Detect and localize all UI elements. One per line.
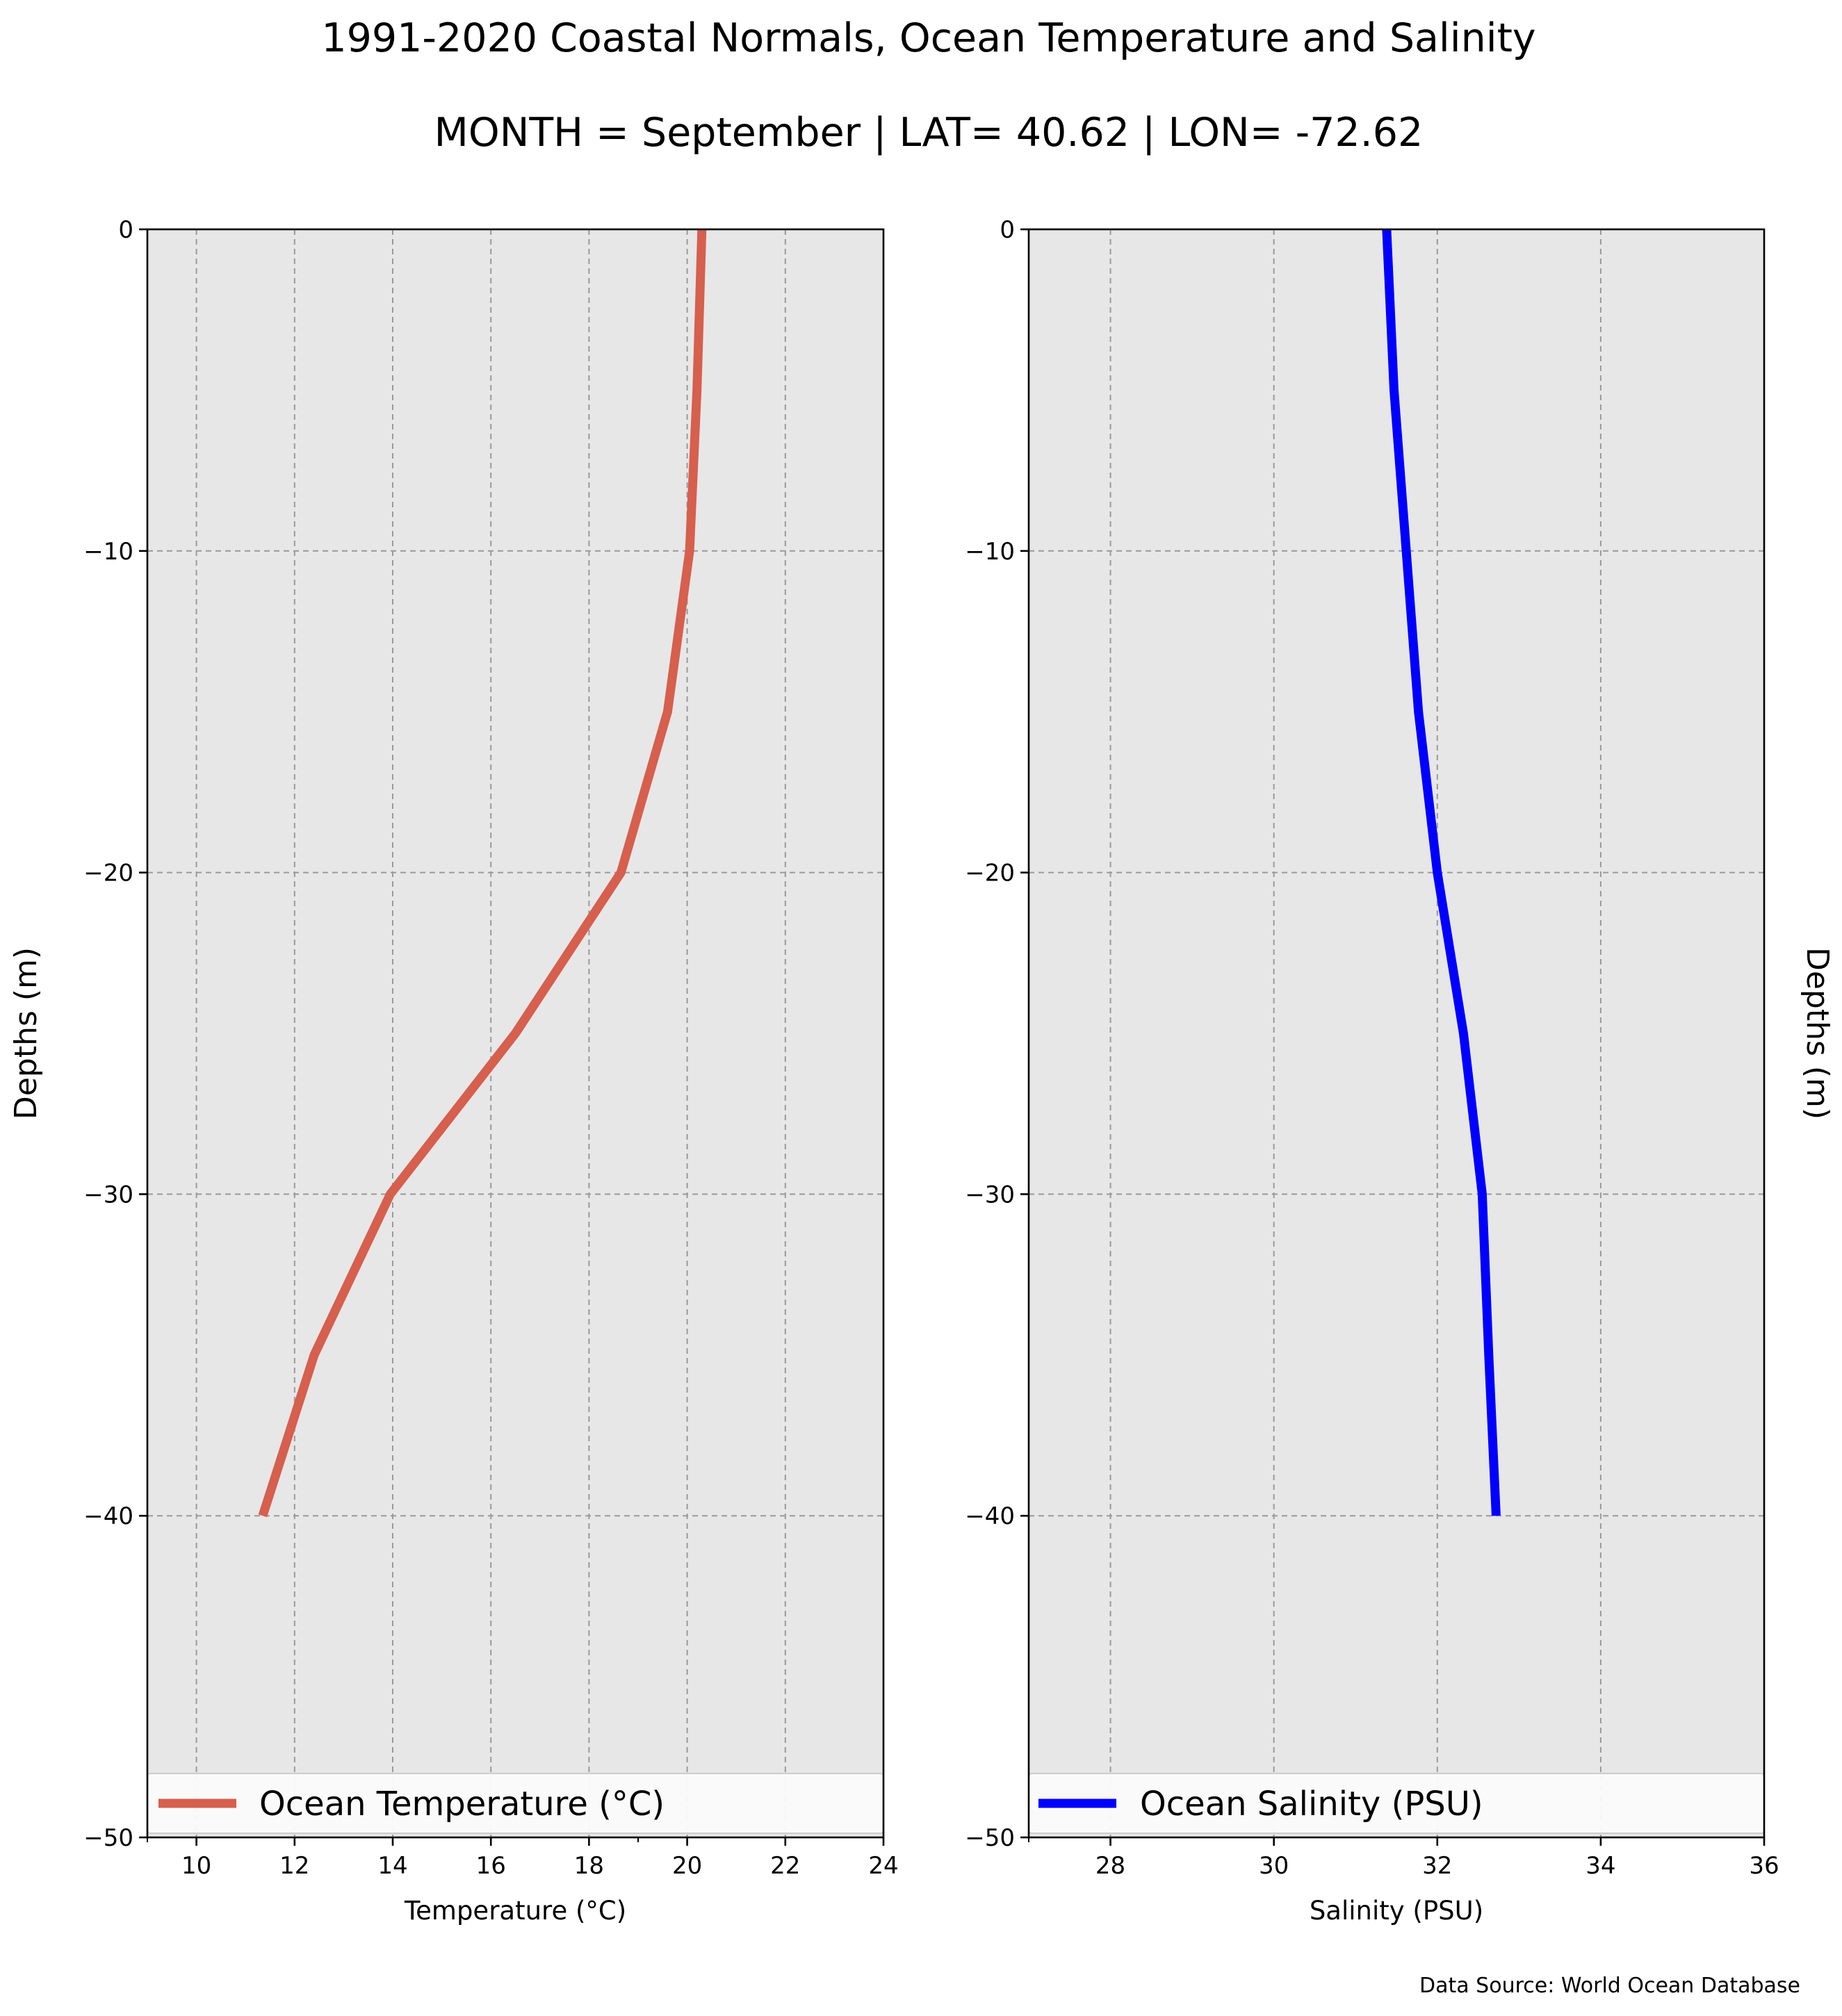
x-tick-label: 24 bbox=[868, 1852, 898, 1880]
series-line-ocean-temperature-c bbox=[258, 229, 707, 1518]
series-line-ocean-salinity-psu bbox=[1382, 229, 1501, 1516]
y-tick-label: −40 bbox=[83, 1502, 133, 1530]
x-tick-label: 36 bbox=[1749, 1852, 1779, 1880]
x-tick-label: 10 bbox=[181, 1852, 211, 1880]
x-tick-label: 14 bbox=[377, 1852, 407, 1880]
figure-subtitle: MONTH = September | LAT= 40.62 | LON= -7… bbox=[434, 110, 1424, 156]
x-axis-label: Temperature (°C) bbox=[404, 1896, 626, 1926]
y-axis-label: Depths (m) bbox=[8, 947, 44, 1120]
y-tick-label: −10 bbox=[965, 538, 1015, 566]
x-axis-label: Salinity (PSU) bbox=[1310, 1896, 1483, 1926]
y-tick-label: 0 bbox=[118, 216, 133, 244]
legend-label: Ocean Salinity (PSU) bbox=[1140, 1785, 1483, 1824]
legend-label: Ocean Temperature (°C) bbox=[259, 1785, 665, 1824]
x-tick-label: 34 bbox=[1586, 1852, 1615, 1880]
y-tick-label: −20 bbox=[83, 860, 133, 887]
x-tick-label: 12 bbox=[279, 1852, 309, 1880]
y-tick-label: −40 bbox=[965, 1502, 1015, 1530]
y-tick-label: −10 bbox=[83, 538, 133, 566]
plot-area bbox=[1029, 229, 1764, 1837]
axes-frame bbox=[1027, 228, 1766, 1839]
x-tick-label: 18 bbox=[574, 1852, 604, 1880]
x-tick-label: 30 bbox=[1259, 1852, 1289, 1880]
y-tick-label: −30 bbox=[965, 1181, 1015, 1208]
y-tick-label: −20 bbox=[965, 860, 1015, 887]
y-axis-label: Depths (m) bbox=[1800, 947, 1835, 1120]
data-source-note: Data Source: World Ocean Database bbox=[1419, 1974, 1800, 1998]
y-tick-label: −50 bbox=[965, 1824, 1015, 1852]
y-tick-label: −30 bbox=[83, 1181, 133, 1208]
x-tick-label: 32 bbox=[1422, 1852, 1452, 1880]
temperature-panel: Ocean Temperature (°C) 10 12 14 16 18 20 22 24 0 −… bbox=[8, 216, 899, 1926]
axes-frame bbox=[146, 228, 885, 1839]
x-tick-label: 16 bbox=[476, 1852, 506, 1880]
y-tick-label: −50 bbox=[83, 1824, 133, 1852]
x-tick-label: 20 bbox=[672, 1852, 702, 1880]
x-tick-label: 28 bbox=[1095, 1852, 1125, 1880]
salinity-panel: Ocean Salinity (PSU) 28 30 32 34 36 0 −10 −20 −30… bbox=[965, 216, 1835, 1926]
y-tick-label: 0 bbox=[1000, 216, 1015, 244]
x-tick-label: 22 bbox=[770, 1852, 800, 1880]
figure-title: 1991-2020 Coastal Normals, Ocean Tempera… bbox=[321, 15, 1535, 61]
